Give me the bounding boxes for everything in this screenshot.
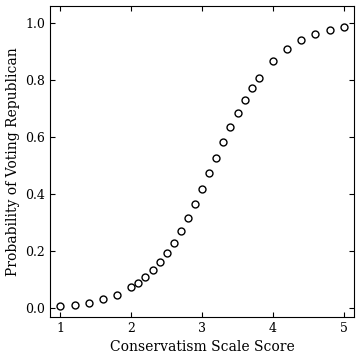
Point bbox=[270, 58, 276, 64]
Point bbox=[178, 228, 184, 234]
X-axis label: Conservatism Scale Score: Conservatism Scale Score bbox=[110, 341, 294, 355]
Point bbox=[164, 251, 170, 256]
Point bbox=[341, 24, 347, 30]
Y-axis label: Probability of Voting Republican: Probability of Voting Republican bbox=[5, 47, 19, 276]
Point bbox=[192, 201, 198, 207]
Point bbox=[228, 124, 233, 130]
Point bbox=[143, 274, 148, 280]
Point bbox=[114, 292, 120, 297]
Point bbox=[150, 267, 156, 273]
Point bbox=[58, 303, 63, 309]
Point bbox=[242, 97, 248, 103]
Point bbox=[72, 302, 77, 307]
Point bbox=[86, 300, 92, 305]
Point bbox=[171, 240, 177, 246]
Point bbox=[298, 37, 304, 43]
Point bbox=[256, 75, 262, 81]
Point bbox=[249, 85, 255, 91]
Point bbox=[199, 186, 205, 192]
Point bbox=[100, 296, 106, 302]
Point bbox=[221, 139, 226, 145]
Point bbox=[284, 46, 290, 51]
Point bbox=[135, 280, 141, 285]
Point bbox=[235, 110, 240, 116]
Point bbox=[312, 31, 318, 37]
Point bbox=[185, 215, 191, 221]
Point bbox=[206, 171, 212, 176]
Point bbox=[327, 27, 333, 33]
Point bbox=[157, 260, 162, 265]
Point bbox=[213, 155, 219, 161]
Point bbox=[129, 284, 134, 290]
